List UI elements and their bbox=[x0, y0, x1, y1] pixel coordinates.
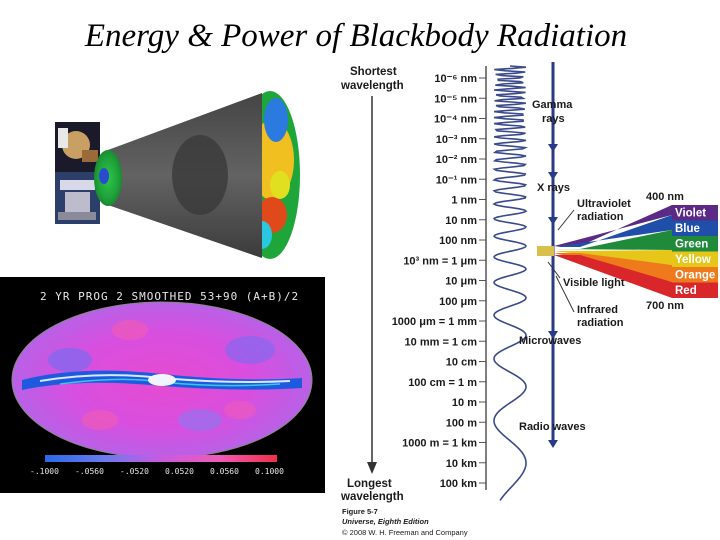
wavelength-label: 1000 m = 1 km bbox=[402, 438, 477, 450]
cmb-sky-map bbox=[0, 277, 325, 493]
color-swatch bbox=[672, 236, 718, 252]
wavelength-label: 10⁻⁴ nm bbox=[434, 114, 477, 126]
microwaves-label: Microwaves bbox=[519, 335, 581, 347]
em-wave bbox=[492, 65, 529, 501]
color-name-label: Violet bbox=[675, 208, 706, 220]
slide-title: Energy & Power of Blackbody Radiation bbox=[84, 18, 628, 54]
wavelength-label: 1 nm bbox=[451, 195, 477, 207]
radio-waves-label: Radio waves bbox=[519, 421, 586, 433]
band-arrows bbox=[548, 144, 558, 448]
universe-cone-illustration bbox=[94, 91, 300, 259]
wavelength-label: 10³ nm = 1 μm bbox=[403, 255, 477, 267]
color-swatch bbox=[672, 205, 718, 221]
wavelength-scale: 10⁻⁶ nm 10⁻⁵ nm 10⁻⁴ nm 10⁻³ nm 10⁻² nm 10⁻¹ … bbox=[392, 73, 486, 490]
infrared-label: Infrared bbox=[577, 304, 618, 316]
wavelength-label: 1000 μm = 1 mm bbox=[392, 316, 478, 328]
wavelength-arrow bbox=[367, 96, 377, 474]
infrared-label: radiation bbox=[577, 317, 624, 329]
wavelength-label: 10 km bbox=[446, 458, 477, 470]
cmb-scale-tick: 0.0560 bbox=[210, 467, 239, 476]
visible-range-bottom: 700 nm bbox=[646, 300, 684, 312]
spectrum-panel bbox=[335, 60, 625, 540]
color-swatch bbox=[672, 220, 718, 236]
color-swatch bbox=[672, 251, 718, 267]
ultraviolet-label: radiation bbox=[577, 211, 624, 223]
wavelength-label: 10⁻⁵ nm bbox=[434, 93, 477, 105]
gamma-rays-label: Gamma bbox=[532, 99, 573, 111]
wavelength-label: 10⁻¹ nm bbox=[436, 174, 477, 186]
wavelength-label: 10⁻³ nm bbox=[436, 134, 477, 146]
shortest-wavelength-label: Shortest bbox=[350, 66, 397, 78]
wavelength-label: 100 cm = 1 m bbox=[408, 377, 477, 389]
color-name-label: Orange bbox=[675, 270, 715, 282]
wavelength-label: 100 nm bbox=[439, 235, 477, 247]
satellite-photo-top bbox=[55, 122, 100, 172]
cmb-scale-tick: -.0520 bbox=[120, 467, 149, 476]
wavelength-label: 10 nm bbox=[445, 215, 477, 227]
shortest-wavelength-label: wavelength bbox=[340, 80, 404, 92]
visible-light-label: Visible light bbox=[563, 277, 625, 289]
visible-range-top: 400 nm bbox=[646, 191, 684, 203]
wavelength-label: 10 mm = 1 cm bbox=[405, 336, 478, 348]
wavelength-label: 10⁻⁶ nm bbox=[434, 73, 477, 85]
ultraviolet-label: Ultraviolet bbox=[577, 198, 631, 210]
longest-wavelength-label: Longest bbox=[347, 478, 392, 490]
color-name-label: Yellow bbox=[675, 254, 711, 266]
pointer-lines bbox=[547, 209, 575, 313]
wavelength-label: 10 μm bbox=[445, 276, 477, 288]
cmb-scale-tick: 0.0520 bbox=[165, 467, 194, 476]
copyright: © 2008 W. H. Freeman and Company bbox=[342, 528, 468, 537]
wavelength-label: 100 km bbox=[440, 478, 478, 490]
color-swatch bbox=[672, 282, 718, 298]
wavelength-label: 10⁻² nm bbox=[436, 154, 477, 166]
cmb-scale-tick: 0.1000 bbox=[255, 467, 284, 476]
wavelength-label: 10 m bbox=[452, 397, 477, 409]
longest-wavelength-label: wavelength bbox=[340, 491, 404, 503]
color-name-label: Blue bbox=[675, 223, 700, 235]
color-name-label: Green bbox=[675, 239, 708, 251]
wavelength-label: 100 m bbox=[446, 417, 477, 429]
gamma-rays-label: rays bbox=[542, 113, 565, 125]
color-swatch bbox=[672, 267, 718, 283]
book-title: Universe, Eighth Edition bbox=[342, 517, 429, 526]
visible-color-bands: Violet Blue Green Yellow Orange Red bbox=[672, 205, 718, 298]
wavelength-label: 10 cm bbox=[446, 357, 477, 369]
x-rays-label: X rays bbox=[537, 182, 570, 194]
cmb-map-title: 2 YR PROG 2 SMOOTHED 53+90 (A+B)/2 bbox=[40, 290, 299, 303]
color-name-label: Red bbox=[675, 285, 697, 297]
figure-number: Figure 5-7 bbox=[342, 507, 378, 516]
visible-spectrum-fan bbox=[537, 205, 672, 298]
cmb-scale-tick: -.0560 bbox=[75, 467, 104, 476]
wavelength-label: 100 μm bbox=[439, 296, 477, 308]
satellite-photo-bottom bbox=[55, 172, 100, 224]
cmb-scale-tick: -.1000 bbox=[30, 467, 59, 476]
